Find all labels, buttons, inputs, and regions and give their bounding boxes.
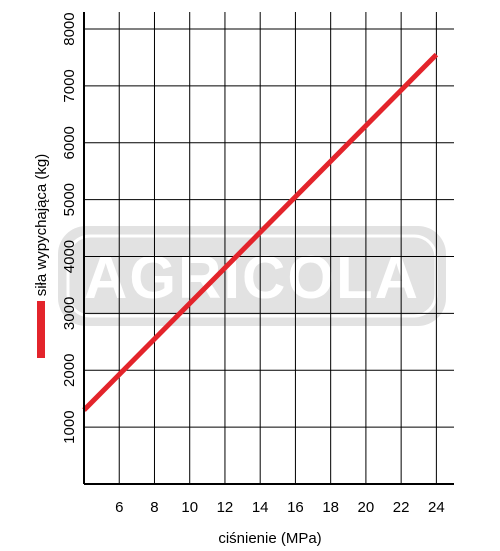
x-tick-label: 8 <box>150 499 158 516</box>
x-tick-label: 14 <box>252 499 269 516</box>
y-axis-title: siła wypychająca (kg) <box>33 154 50 297</box>
y-tick-label: 3000 <box>61 297 78 330</box>
y-tick-label: 8000 <box>61 12 78 45</box>
y-tick-label: 2000 <box>61 354 78 387</box>
svg-text:AGRICOLA: AGRICOLA <box>84 244 420 311</box>
y-tick-label: 4000 <box>61 240 78 273</box>
x-tick-label: 12 <box>217 499 234 516</box>
y-tick-label: 1000 <box>61 410 78 443</box>
y-tick-label: 7000 <box>61 69 78 102</box>
axes <box>83 12 454 485</box>
series-layer <box>82 52 439 412</box>
x-tick-label: 20 <box>358 499 375 516</box>
x-tick-labels: 6 8 10 12 14 16 18 20 22 24 <box>115 499 445 516</box>
x-tick-label: 6 <box>115 499 123 516</box>
x-tick-label: 18 <box>322 499 339 516</box>
y-tick-label: 5000 <box>61 183 78 216</box>
x-tick-label: 10 <box>181 499 198 516</box>
grid <box>84 12 454 484</box>
watermark-logo: AGRICOLA <box>58 226 446 326</box>
y-tick-label: 6000 <box>61 126 78 159</box>
x-tick-label: 24 <box>428 499 445 516</box>
series-line <box>82 52 439 412</box>
x-tick-label: 16 <box>287 499 304 516</box>
y-tick-labels: 1000 2000 3000 4000 5000 6000 7000 8000 <box>61 12 78 443</box>
legend-swatch <box>37 301 45 358</box>
x-axis-title: ciśnienie (MPa) <box>218 530 321 547</box>
x-tick-label: 22 <box>393 499 410 516</box>
